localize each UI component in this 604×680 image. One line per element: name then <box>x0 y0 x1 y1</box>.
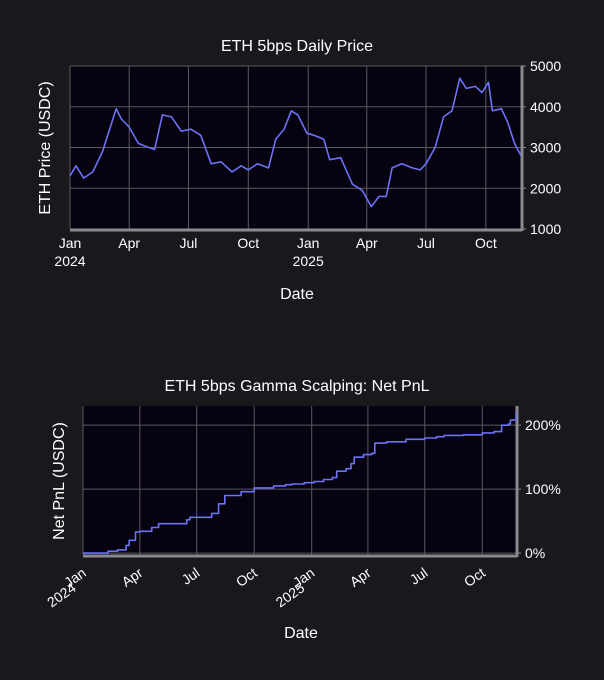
x-tick-label: Jan <box>297 235 320 251</box>
y-tick-label: 0% <box>525 545 545 561</box>
price-chart-ylabel: ETH Price (USDC) <box>37 81 54 214</box>
pnl-chart-ylabel: Net PnL (USDC) <box>51 422 68 540</box>
x-tick-label: Jul <box>179 235 197 251</box>
y-tick-label: 100% <box>525 481 561 497</box>
x-tick-label: Jul <box>179 564 203 587</box>
pnl-chart-title: ETH 5bps Gamma Scalping: Net PnL <box>164 378 429 395</box>
x-tick-label: Jul <box>417 235 435 251</box>
price-chart: ETH 5bps Daily Price ETH Price (USDC) Da… <box>37 38 561 303</box>
y-tick-label: 1000 <box>530 221 561 237</box>
x-tick-year: 2025 <box>293 253 324 269</box>
x-tick-label: Apr <box>356 235 378 251</box>
series-line <box>69 77 522 208</box>
y-tick-label: 2000 <box>530 180 561 196</box>
y-tick-label: 200% <box>525 417 561 433</box>
y-tick-label: 5000 <box>530 58 561 74</box>
x-tick-label: Apr <box>118 235 140 251</box>
pnl-chart-xlabel: Date <box>284 625 318 642</box>
pnl-chart: ETH 5bps Gamma Scalping: Net PnL Net PnL… <box>44 378 561 642</box>
price-chart-title: ETH 5bps Daily Price <box>221 38 373 55</box>
x-tick-label: Oct <box>475 235 497 251</box>
x-tick-label: Oct <box>233 564 260 590</box>
x-tick-label: Oct <box>237 235 259 251</box>
y-tick-label: 4000 <box>530 99 561 115</box>
series-line <box>83 412 517 554</box>
x-tick-year: 2024 <box>54 253 85 269</box>
x-tick-label: Apr <box>347 564 374 590</box>
x-tick-label: Oct <box>461 564 488 590</box>
plot-area <box>83 406 516 555</box>
x-tick-label: Jan <box>59 235 82 251</box>
y-tick-label: 3000 <box>530 140 561 156</box>
price-chart-xlabel: Date <box>280 286 314 303</box>
x-tick-label: Apr <box>119 564 146 590</box>
x-tick-label: Jul <box>407 564 431 587</box>
